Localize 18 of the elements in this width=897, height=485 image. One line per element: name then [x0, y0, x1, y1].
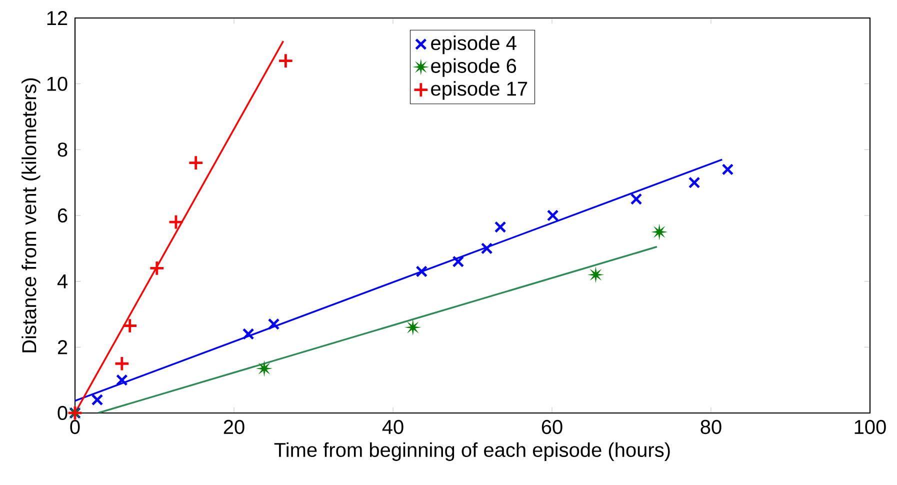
legend-label: episode 6 [431, 58, 516, 77]
x-tick-label: 40 [382, 420, 404, 434]
x-tick-label: 20 [224, 420, 244, 434]
x-tick-label: 100 [854, 420, 886, 434]
x-tick-label: 0 [70, 420, 80, 434]
x-tick-label: 60 [542, 420, 562, 434]
y-tick-label: 12 [47, 11, 68, 25]
y-tick-label: 6 [58, 208, 68, 223]
x-tick-label: 80 [700, 420, 722, 434]
legend-label: episode 17 [431, 81, 528, 100]
y-tick-label: 0 [58, 406, 68, 420]
y-tick-label: 8 [58, 142, 68, 157]
y-tick-label: 4 [57, 274, 68, 288]
y-tick-label: 2 [58, 340, 68, 354]
legend-label: episode 4 [431, 35, 516, 54]
y-axis-title: Distance from vent (kilometers) [22, 78, 40, 352]
x-axis-title: Time from beginning of each episode (hours) [274, 442, 670, 461]
y-tick-label: 10 [47, 76, 68, 91]
